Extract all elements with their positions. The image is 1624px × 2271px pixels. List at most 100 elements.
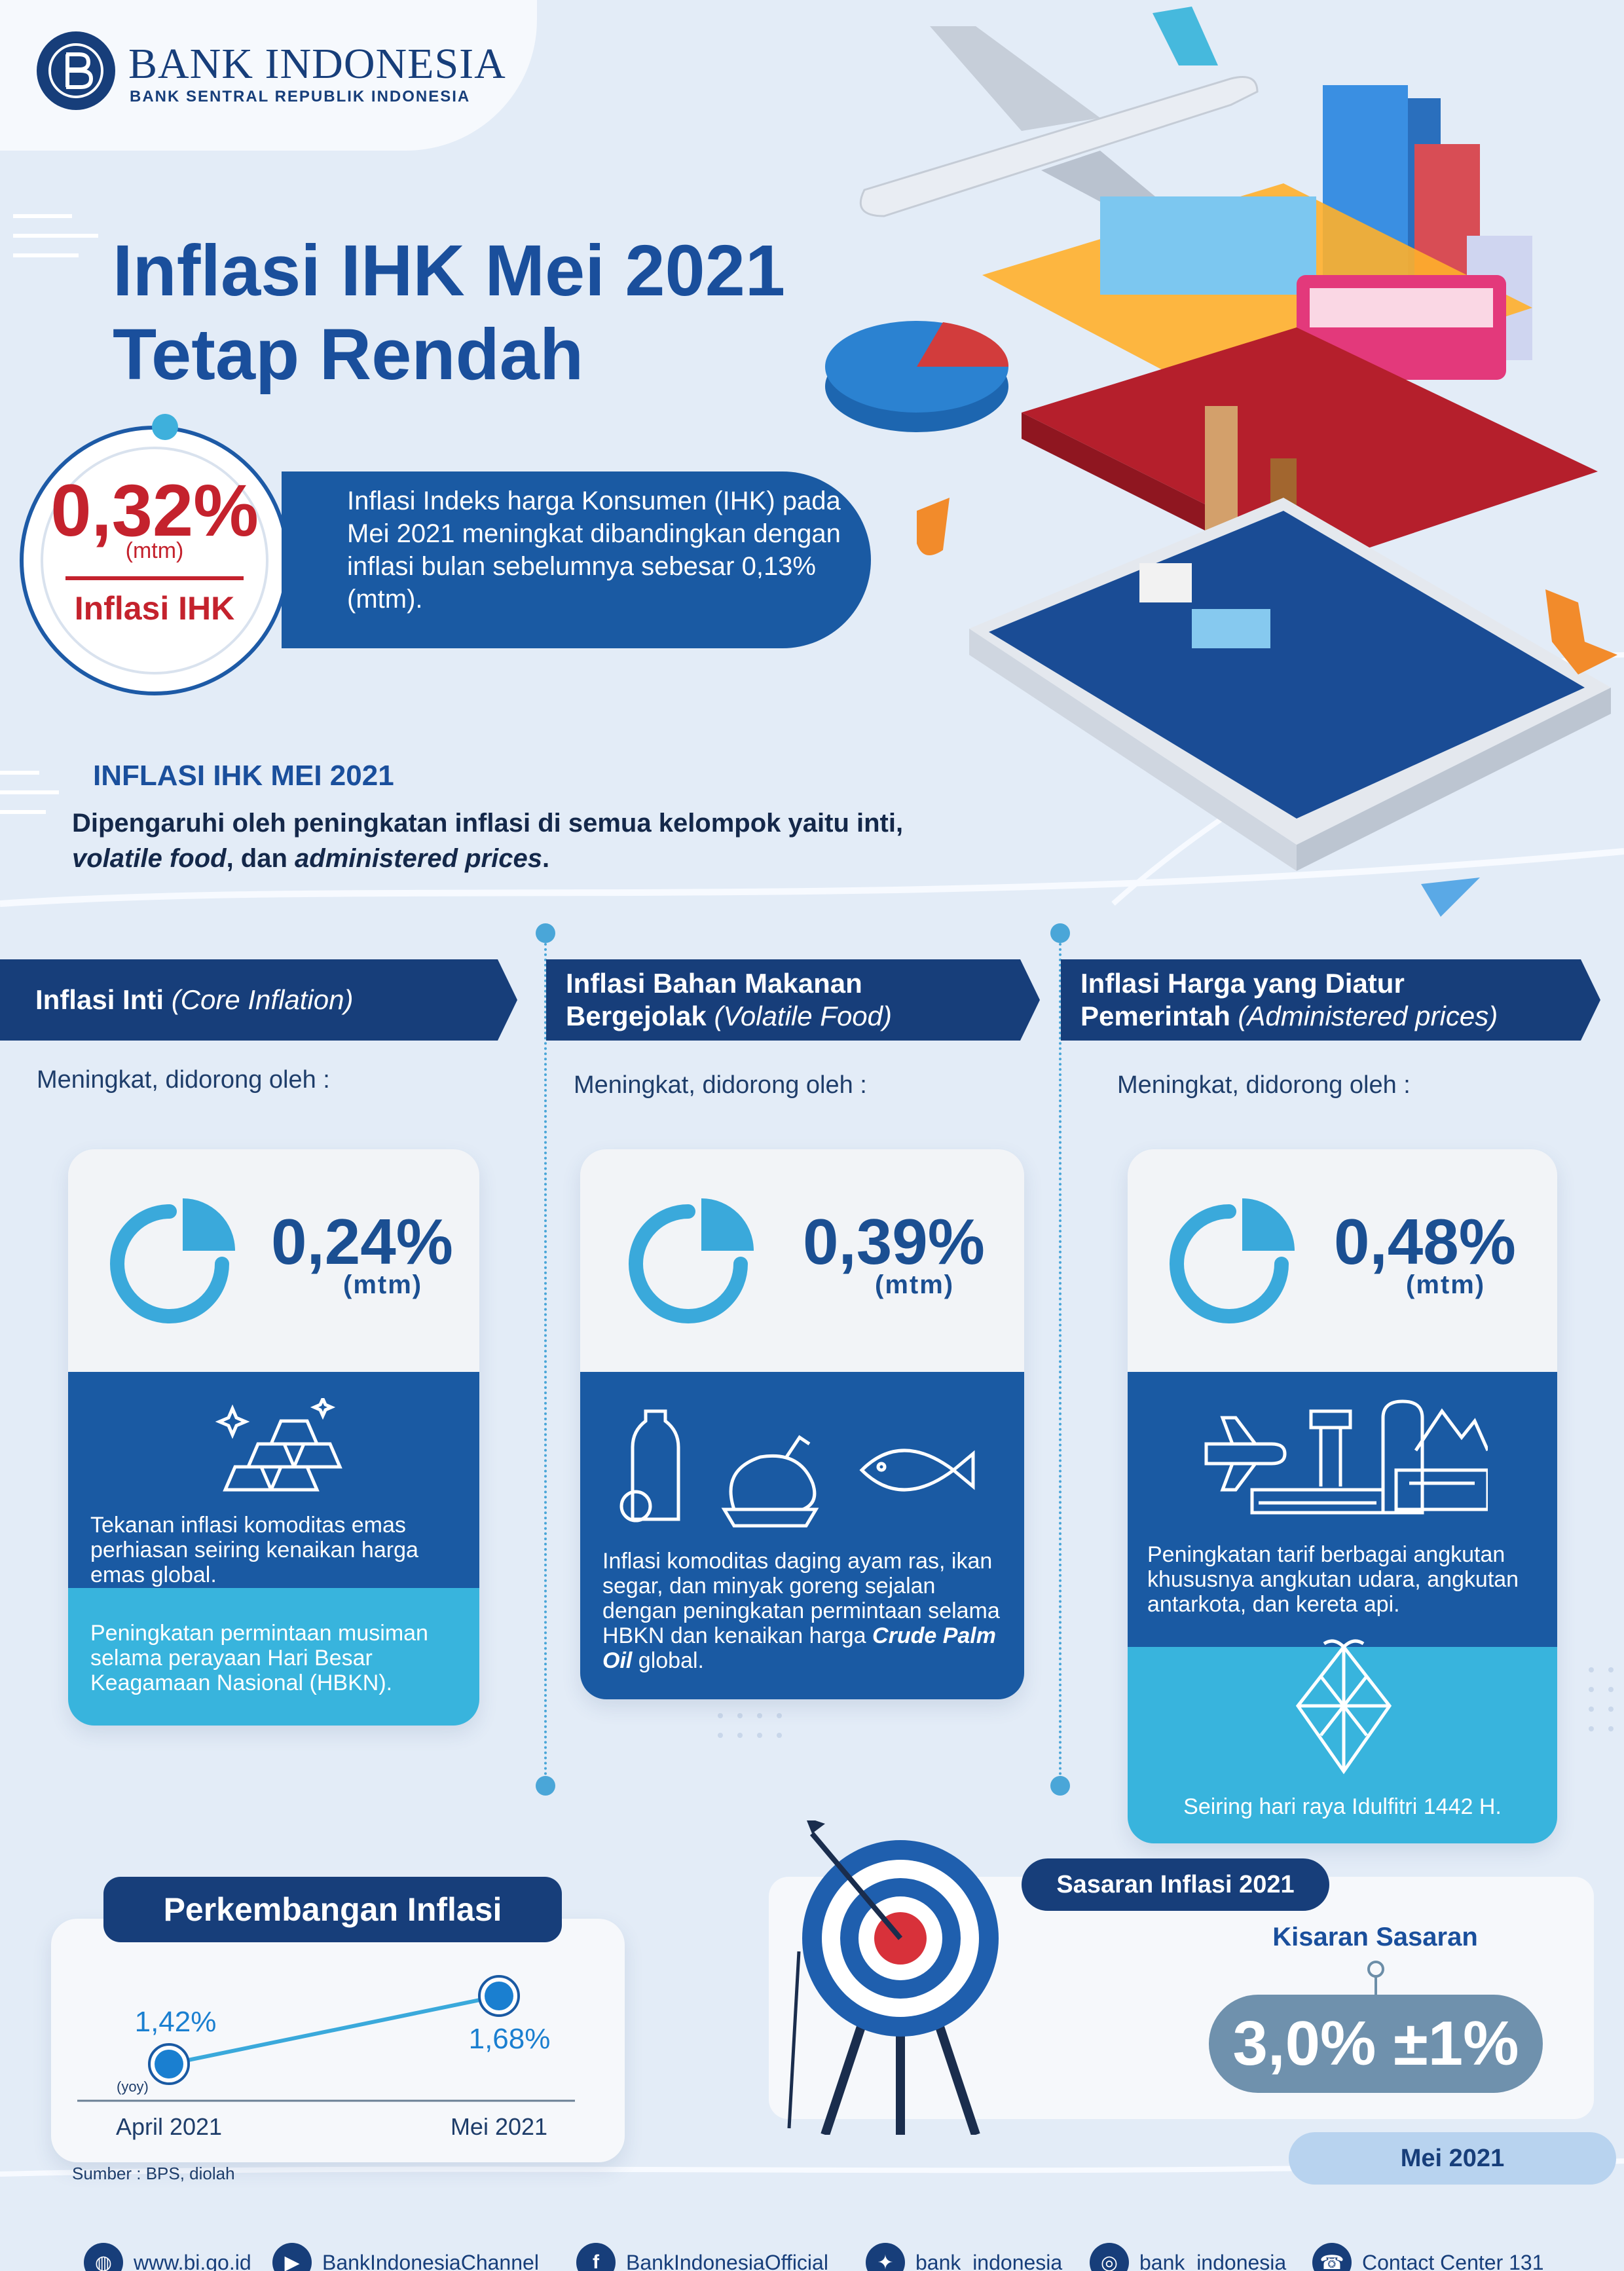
group-header-core: Inflasi Inti (Core Inflation) [0, 959, 517, 1041]
shopping-illustration [825, 7, 1617, 917]
target-range-label: Kisaran Sasaran [1272, 1923, 1478, 1951]
group-value-administered: 0,48% [1334, 1206, 1516, 1278]
group-title-volatile-line1: Inflasi Bahan Makanan [566, 968, 862, 999]
card-volatile-mid: Inflasi komoditas daging ayam ras, ikan … [580, 1372, 1024, 1699]
footer-facebook[interactable]: f BankIndonesiaOfficial [576, 2243, 828, 2271]
card-core-bot: Peningkatan permintaan musiman selama pe… [68, 1588, 479, 1726]
footer-website[interactable]: ◍ www.bi.go.id [84, 2243, 251, 2271]
group-title-core-italic: (Core Inflation) [171, 984, 354, 1015]
footer-website-text: www.bi.go.id [134, 2250, 251, 2271]
headline-description-bar [282, 471, 871, 648]
headline-value: 0,32% [50, 470, 259, 551]
footer-contact-text: Contact Center 131 [1362, 2250, 1544, 2271]
card-volatile-top: 0,39% (mtm) [580, 1149, 1024, 1372]
card-core-top: 0,24% (mtm) [68, 1149, 479, 1372]
group-title-volatile-word: Bergejolak [566, 1001, 707, 1031]
summary-text: Dipengaruhi oleh peningkatan inflasi di … [72, 805, 1028, 876]
group-unit-administered: (mtm) [1406, 1270, 1486, 1299]
chart-data-label: 1,68% [469, 2023, 551, 2055]
org-tagline: BANK SENTRAL REPUBLIK INDONESIA [130, 88, 471, 105]
footer-contact[interactable]: ☎ Contact Center 131 [1312, 2243, 1544, 2271]
card-administered: 0,48% (mtm) Peningkatan tarif berbagai a… [1128, 1149, 1557, 1843]
chart-data-label: 1,42% [135, 2006, 217, 2038]
group-title-administered-line1: Inflasi Harga yang Diatur [1080, 968, 1405, 999]
chart-unit-label: (yoy) [117, 2078, 149, 2095]
summary-text-italic-2: administered prices [295, 844, 542, 873]
card-core-mid: Tekanan inflasi komoditas emas perhiasan… [68, 1372, 479, 1588]
group-title-volatile-line2: Bergejolak (Volatile Food) [566, 1000, 1040, 1033]
footer-instagram-text: bank_indonesia [1139, 2250, 1287, 2271]
chart-category-label: April 2021 [116, 2113, 222, 2140]
headline-circle-dot [152, 414, 178, 440]
group-factor1-volatile: Inflasi komoditas daging ayam ras, ikan … [602, 1549, 1008, 1673]
divider-dot-top-1 [536, 923, 555, 943]
summary-text-end: . [542, 844, 550, 873]
chart-point [485, 1982, 513, 2010]
org-name: BANK INDONESIA [128, 40, 506, 88]
headline-divider [65, 576, 244, 580]
divider-dot-bottom-1 [536, 1776, 555, 1796]
development-chart: 1,42% April 2021 1,68% Mei 2021 (yoy) [77, 1975, 575, 2140]
target-pin-stem [1375, 1976, 1377, 1996]
group-title-volatile-italic: (Volatile Food) [714, 1001, 893, 1031]
footer-youtube[interactable]: ▶ BankIndonesiaChannel [272, 2243, 539, 2271]
youtube-icon: ▶ [272, 2243, 312, 2271]
summary-text-mid: , dan [226, 844, 295, 873]
page-title-line1: Inflasi IHK Mei 2021 [113, 231, 786, 311]
footer-facebook-text: BankIndonesiaOfficial [626, 2250, 828, 2271]
airplane-icon [859, 7, 1259, 223]
development-source: Sumber : BPS, diolah [72, 2164, 235, 2183]
group-unit-core: (mtm) [343, 1270, 423, 1299]
bank-logo [37, 31, 115, 110]
instagram-icon: ◎ [1090, 2243, 1129, 2271]
summary-heading: INFLASI IHK MEI 2021 [93, 760, 394, 792]
card-administered-top: 0,48% (mtm) [1128, 1149, 1557, 1372]
group-factor1-administered: Peningkatan tarif berbagai angkutan khus… [1147, 1542, 1519, 1617]
target-badge: Sasaran Inflasi 2021 [1022, 1858, 1329, 1911]
page-title-line2: Tetap Rendah [113, 314, 584, 395]
group-driver-administered: Meningkat, didorong oleh : [1117, 1071, 1411, 1099]
headline-inner [41, 447, 268, 674]
column-divider-1 [544, 943, 547, 1781]
card-administered-bot: Seiring hari raya Idulfitri 1442 H. [1128, 1639, 1557, 1843]
group-header-administered: Inflasi Harga yang Diatur Pemerintah (Ad… [1061, 959, 1600, 1041]
group-factor1-core: Tekanan inflasi komoditas emas perhiasan… [90, 1513, 418, 1587]
footer-twitter-text: bank_indonesia [915, 2250, 1063, 2271]
group-title-core: Inflasi Inti [35, 984, 164, 1015]
transport-icon [1204, 1399, 1488, 1515]
footer-youtube-text: BankIndonesiaChannel [322, 2250, 539, 2271]
ketupat-icon [1295, 1639, 1392, 1775]
footer-twitter[interactable]: ✦ bank_indonesia [866, 2243, 1062, 2271]
card-core: 0,24% (mtm) Tekanan inflasi komoditas em… [68, 1149, 479, 1726]
bank-logo-icon [48, 43, 103, 98]
card-administered-mid: Peningkatan tarif berbagai angkutan khus… [1128, 1372, 1557, 1647]
target-pin-circle [1367, 1961, 1384, 1978]
group-factor2-core: Peningkatan permintaan musiman selama pe… [90, 1621, 428, 1695]
group-title-administered-italic: (Administered prices) [1238, 1001, 1498, 1031]
twitter-icon: ✦ [866, 2243, 905, 2271]
chart-point [155, 2050, 183, 2078]
target-range-value: 3,0% ±1% [1209, 1995, 1543, 2093]
gold-bars-icon [215, 1398, 342, 1492]
group-factor2-administered: Seiring hari raya Idulfitri 1442 H. [1183, 1794, 1502, 1819]
summary-text-italic-1: volatile food [72, 844, 227, 873]
summary-text-prefix: Dipengaruhi oleh peningkatan inflasi di … [72, 809, 904, 838]
pie-icon [110, 1198, 235, 1323]
group-factor1-volatile-prefix: Inflasi komoditas daging ayam ras, ikan … [602, 1549, 1000, 1648]
group-factor1-volatile-italic: Crude Palm Oil [602, 1623, 996, 1673]
chart-category-label: Mei 2021 [451, 2113, 547, 2140]
footer-instagram[interactable]: ◎ bank_indonesia [1090, 2243, 1286, 2271]
divider-dot-top-2 [1050, 923, 1070, 943]
group-unit-volatile: (mtm) [875, 1270, 955, 1299]
group-factor1-volatile-suffix: global. [638, 1648, 704, 1673]
group-title-administered-word: Pemerintah [1080, 1001, 1230, 1031]
facebook-icon: f [576, 2243, 616, 2271]
pie-icon [1170, 1198, 1295, 1323]
group-header-volatile: Inflasi Bahan Makanan Bergejolak (Volati… [546, 959, 1040, 1041]
target-period: Mei 2021 [1289, 2132, 1616, 2185]
headline-unit: (mtm) [125, 538, 184, 563]
group-driver-core: Meningkat, didorong oleh : [37, 1066, 330, 1094]
divider-dot-bottom-2 [1050, 1776, 1070, 1796]
globe-icon: ◍ [84, 2243, 123, 2271]
group-title-administered-line2: Pemerintah (Administered prices) [1080, 1000, 1600, 1033]
